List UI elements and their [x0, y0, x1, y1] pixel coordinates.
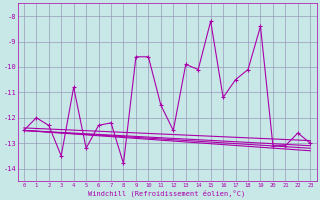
- X-axis label: Windchill (Refroidissement éolien,°C): Windchill (Refroidissement éolien,°C): [88, 189, 246, 197]
